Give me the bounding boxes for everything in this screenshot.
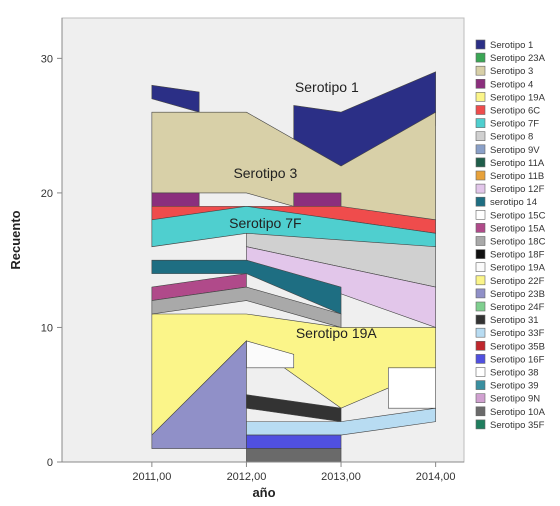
legend-swatch-27 [475,393,486,404]
legend-swatch-5 [475,105,486,115]
y-tick-label-20: 20 [41,188,53,200]
legend-label-7: Serotipo 8 [490,132,533,143]
band-label-3: Serotipo 19A [296,325,378,341]
legend-swatch-28 [475,406,486,417]
legend-label-17: Serotipo 19A [490,263,546,274]
x-tick-label-1: 2012,00 [227,471,267,483]
legend-label-9: Serotipo 11A [490,158,545,169]
legend-swatch-22 [475,327,486,338]
legend-swatch-6 [475,118,486,128]
legend-label-5: Serotipo 6C [490,106,540,117]
legend-swatch-4 [475,92,486,102]
legend-swatch-23 [475,340,486,351]
band-label-2: Serotipo 7F [229,215,301,231]
y-axis-title: Recuento [8,210,23,269]
x-axis-title: año [252,485,275,500]
legend-label-8: Serotipo 9V [490,145,540,156]
legend-swatch-0 [475,39,486,50]
legend-swatch-11 [475,183,486,194]
x-tick-label-0: 2011,00 [132,471,171,483]
y-tick-label-30: 30 [41,53,53,65]
y-axis-ticks: 0 10 20 30 [41,53,62,469]
legend-label-0: Serotipo 1 [490,40,533,51]
legend-swatch-8 [475,144,486,155]
legend-swatch-17 [475,262,486,273]
legend-label-13: Serotipo 15C [490,210,546,221]
legend-swatch-26 [475,380,486,390]
legend-swatch-2 [475,65,486,76]
legend-swatch-3 [475,79,486,89]
legend-label-15: Serotipo 18C [490,237,546,248]
band-label-1: Serotipo 3 [233,165,297,181]
legend-label-24: Serotipo 16F [490,354,545,365]
band-label-0: Serotipo 1 [295,79,359,95]
band-labels: Serotipo 1 Serotipo 3 Serotipo 7F Serotipo … [229,79,377,341]
legend-swatch-24 [475,354,486,364]
legend-label-26: Serotipo 39 [490,381,539,392]
legend-label-1: Serotipo 23A [490,53,546,64]
legend-label-10: Serotipo 11B [490,171,544,182]
legend: Serotipo 1 Serotipo 23A Serotipo 3 Serotipo… [475,39,546,431]
legend-label-14: Serotipo 15A [490,223,546,234]
legend-swatch-25 [475,367,486,377]
legend-label-29: Serotipo 35F [490,420,545,431]
legend-label-4: Serotipo 19A [490,92,546,103]
x-tick-label-3: 2014,00 [416,471,456,483]
band-serotipo-10a-0 [246,448,342,463]
legend-swatch-13 [475,210,486,220]
band-serotipo-4-1 [293,192,342,207]
legend-label-11: Serotipo 12F [490,184,545,195]
x-axis-ticks: 2011,00 2012,00 2013,00 2014,00 [132,462,456,483]
legend-swatch-19 [475,288,486,299]
legend-swatch-14 [475,223,486,233]
legend-swatch-21 [475,314,486,325]
x-tick-label-2: 2013,00 [321,471,361,483]
legend-swatch-29 [475,419,486,430]
legend-label-6: Serotipo 7F [490,119,539,130]
y-tick-label-10: 10 [41,322,53,334]
legend-label-18: Serotipo 22F [490,276,545,287]
legend-label-16: Serotipo 18F [490,250,545,261]
band-serotipo-38-0 [388,367,436,409]
legend-swatch-16 [475,249,486,259]
legend-swatch-15 [475,236,486,246]
legend-label-27: Serotipo 9N [490,394,540,405]
band-serotipo-4-0 [151,192,200,207]
legend-label-23: Serotipo 35B [490,341,545,352]
legend-label-20: Serotipo 24F [490,302,545,313]
legend-swatch-20 [475,301,486,312]
y-tick-label-0: 0 [47,457,53,469]
legend-label-25: Serotipo 38 [490,368,539,379]
legend-swatch-9 [475,157,486,168]
legend-label-22: Serotipo 33F [490,328,545,339]
legend-swatch-10 [475,170,486,181]
legend-label-12: serotipo 14 [490,197,537,208]
data-bands [151,71,436,463]
legend-label-21: Serotipo 31 [490,315,539,326]
legend-label-3: Serotipo 4 [490,79,533,90]
band-serotipo-16f-0 [246,434,342,449]
legend-swatch-1 [475,52,486,63]
legend-label-2: Serotipo 3 [490,66,533,77]
legend-swatch-7 [475,131,486,141]
legend-swatch-12 [475,196,486,207]
band-serotipo-18c-0 [151,286,342,328]
legend-swatch-18 [475,275,486,286]
legend-label-19: Serotipo 23B [490,289,545,300]
legend-label-28: Serotipo 10A [490,407,546,418]
